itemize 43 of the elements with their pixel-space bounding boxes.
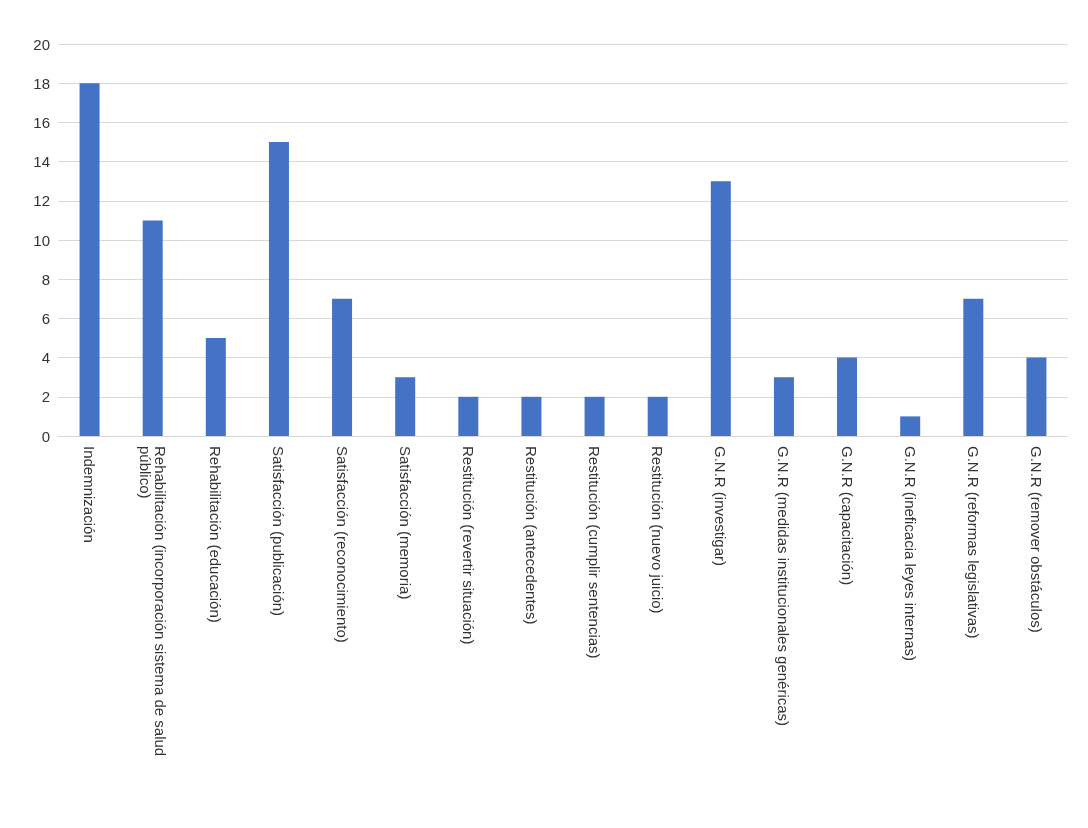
x-tick-label: Restitución (antecedentes) (522, 446, 540, 625)
bar (584, 396, 605, 436)
x-tick-label: Restitución (revertir situación) (459, 446, 477, 645)
x-tick-label: Satisfacción (publicación) (270, 446, 288, 617)
bar (647, 396, 668, 436)
y-tick-label: 2 (41, 388, 50, 406)
y-tick-label: 20 (33, 35, 50, 53)
bar (773, 377, 794, 436)
bar (205, 338, 226, 436)
bar (395, 377, 416, 436)
y-tick-label: 18 (33, 74, 50, 92)
x-tick-label: Indemnización (81, 446, 99, 543)
bar (458, 396, 479, 436)
bar (710, 181, 731, 436)
bar (332, 298, 353, 436)
x-tick-label: Satisfacción (reconocimiento) (333, 446, 351, 643)
y-tick-label: 8 (41, 270, 50, 288)
x-tick-label: G.N.R (capacitación) (838, 446, 856, 586)
bar (142, 220, 163, 436)
y-tick-label: 0 (41, 427, 50, 445)
bar (1026, 357, 1047, 436)
y-tick-label: 14 (33, 153, 50, 171)
x-tick-label: Satisfacción (memoria) (396, 446, 414, 600)
x-tick-label: G.N.R (reformas legislativas) (964, 446, 982, 639)
bar (268, 142, 289, 436)
y-tick-label: 6 (41, 309, 50, 327)
bar (79, 83, 100, 436)
x-tick-label: G.N.R (medidas institucionales genéricas) (775, 446, 793, 727)
y-tick-label: 10 (33, 231, 50, 249)
x-tick-label: G.N.R (ineficacia leyes internas) (901, 446, 919, 662)
bar (900, 416, 921, 436)
bar (837, 357, 858, 436)
x-tick-label: Restitución (cumplir sentencias) (586, 446, 604, 659)
x-tick-label: Rehabilitación (incorporación sistema de salud público) (136, 446, 169, 761)
x-tick-label: Restitución (nuevo juicio) (649, 446, 667, 614)
bar (963, 298, 984, 436)
x-tick-label: G.N.R (investigar) (712, 446, 730, 567)
x-tick-label: Rehabilitación (educación) (207, 446, 225, 623)
y-tick-label: 16 (33, 113, 50, 131)
x-tick-label: G.N.R (remover obstáculos) (1027, 446, 1045, 633)
y-tick-label: 4 (41, 349, 50, 367)
bar (521, 396, 542, 436)
y-tick-label: 12 (33, 192, 50, 210)
